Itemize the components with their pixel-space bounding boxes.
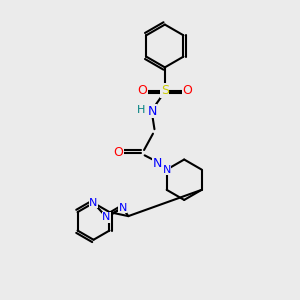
Text: N: N — [147, 105, 157, 118]
Text: N: N — [89, 198, 98, 208]
Text: O: O — [182, 84, 192, 97]
Text: O: O — [138, 84, 148, 97]
Text: O: O — [114, 146, 123, 160]
Text: S: S — [161, 84, 169, 97]
Text: H: H — [137, 105, 145, 115]
Text: N: N — [153, 157, 162, 170]
Text: N: N — [118, 203, 127, 213]
Text: N: N — [163, 165, 171, 175]
Text: N: N — [102, 212, 111, 222]
